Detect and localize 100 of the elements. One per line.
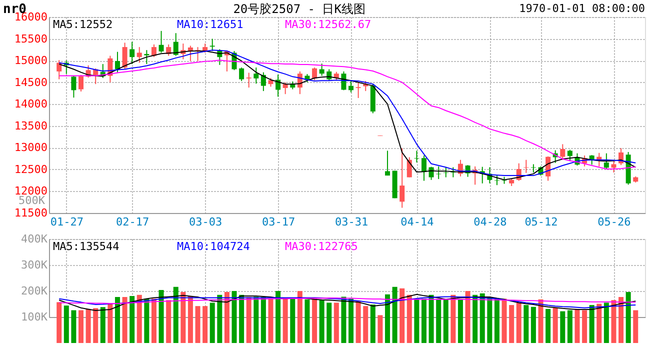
x-tick-label: 04-28: [474, 216, 507, 228]
bar: [78, 310, 84, 343]
bar: [524, 305, 529, 343]
chart-title: 20号胶2507 - 日K线图: [233, 2, 366, 16]
bar: [217, 294, 222, 343]
bar: [618, 296, 624, 343]
bar: [341, 296, 346, 343]
bar: [202, 306, 208, 343]
bar: [319, 300, 324, 343]
bar: [546, 308, 551, 343]
bar: [604, 302, 609, 343]
bar: [516, 302, 522, 343]
candlestick: [210, 38, 215, 52]
candlestick: [312, 67, 318, 81]
bar: [363, 306, 368, 343]
bar: [64, 306, 69, 343]
y-tick-label: 13500: [14, 119, 48, 132]
candlestick: [151, 44, 156, 58]
bar: [385, 294, 390, 343]
bar: [254, 296, 259, 343]
candlestick: [276, 74, 281, 98]
bar: [626, 292, 631, 343]
y-tick-label: 200K: [21, 284, 48, 298]
bar: [538, 299, 544, 343]
bar: [509, 305, 514, 343]
bar: [144, 298, 150, 343]
x-tick-label: 04-14: [400, 216, 434, 228]
y-tick-label: 400K: [21, 232, 48, 246]
bar: [224, 292, 230, 343]
bar: [232, 291, 237, 343]
y-tick-label: 15500: [14, 32, 48, 46]
candlestick: [254, 67, 259, 84]
bar: [370, 304, 376, 343]
candlestick: [136, 46, 142, 64]
bar: [428, 294, 434, 343]
candlestick: [604, 152, 609, 170]
bar: [180, 292, 186, 343]
x-tick-label: 05-12: [524, 216, 558, 228]
candlestick: [122, 42, 128, 70]
text: MA30:12562.67: [285, 18, 372, 31]
candlestick: [400, 148, 405, 208]
bar: [188, 296, 193, 343]
bar: [458, 299, 463, 343]
bar: [596, 304, 602, 343]
bar: [71, 310, 76, 343]
bar: [400, 288, 405, 343]
candlestick: [130, 41, 135, 65]
bar: [282, 298, 288, 343]
candlestick: [560, 144, 566, 160]
bar: [166, 300, 172, 343]
candlestick: [421, 155, 426, 182]
text: MA10:104724: [177, 240, 250, 253]
bar: [356, 301, 361, 343]
bar: [93, 308, 98, 343]
candlestick: [173, 32, 178, 56]
bar: [268, 298, 274, 343]
y-tick-label: 13000: [14, 141, 48, 154]
bar: [114, 296, 120, 343]
bar: [530, 306, 536, 343]
bar: [378, 315, 383, 343]
bar: [297, 291, 302, 343]
bar: [633, 310, 638, 343]
candlestick: [319, 63, 324, 76]
bar: [443, 299, 448, 343]
bar: [450, 294, 456, 343]
bar: [276, 291, 281, 343]
text: MA5:135544: [53, 240, 120, 253]
candlestick: [144, 50, 150, 65]
x-tick-label: 03-31: [334, 216, 368, 228]
y-tick-label: 14000: [14, 98, 48, 111]
text: MA30:122765: [285, 240, 358, 253]
bar: [326, 302, 332, 343]
candlestick: [78, 74, 84, 92]
bar: [151, 298, 156, 343]
candlestick: [385, 150, 390, 176]
bar: [239, 294, 244, 343]
bar: [304, 299, 310, 343]
bar: [260, 296, 266, 343]
bar: [122, 296, 128, 343]
x-tick-label: 02-17: [116, 216, 150, 228]
text: MA5:12552: [53, 18, 113, 31]
bar: [392, 286, 398, 343]
candlestick: [356, 82, 361, 99]
y-tick-label: 300K: [21, 258, 48, 272]
bar: [246, 296, 252, 343]
candlestick: [260, 72, 266, 92]
candlestick: [414, 150, 420, 163]
candlestick: [428, 166, 434, 180]
text: MA10:12651: [177, 18, 244, 31]
bar: [567, 310, 572, 343]
bar: [290, 298, 296, 343]
candlestick: [158, 30, 164, 54]
bar: [472, 294, 478, 343]
bar: [108, 303, 113, 343]
text: 500K: [18, 194, 46, 207]
bar: [574, 308, 580, 343]
bar: [195, 306, 200, 343]
y-tick-label: 14500: [14, 76, 48, 89]
y-tick-label: 11500: [14, 206, 48, 220]
bar: [210, 302, 215, 343]
